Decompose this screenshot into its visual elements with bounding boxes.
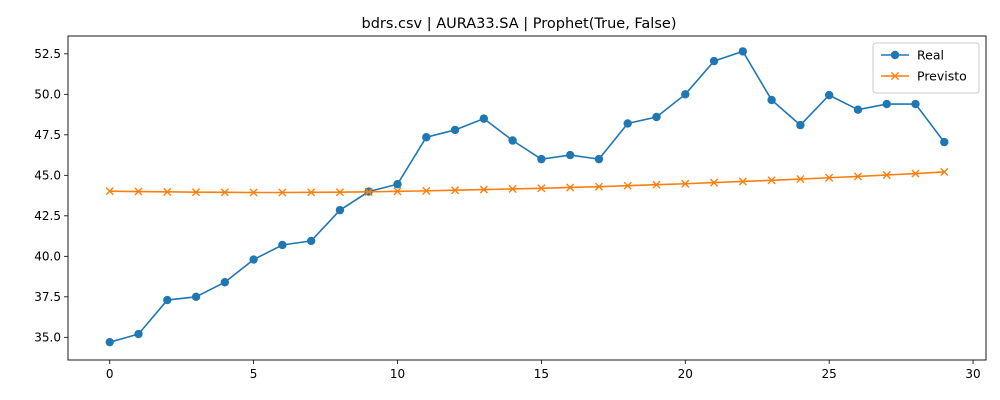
data-point-previsto — [278, 188, 287, 197]
data-point-previsto — [853, 172, 863, 181]
data-point-real — [681, 90, 690, 99]
data-point-real — [191, 292, 201, 302]
data-point-previsto — [105, 187, 114, 196]
data-point-real — [537, 154, 546, 164]
chart-title: bdrs.csv | AURA33.SA | Prophet(True, Fal… — [362, 16, 677, 32]
legend: Real Previsto — [872, 42, 980, 94]
y-tick-label: 42.5 — [34, 209, 61, 223]
data-point-previsto — [652, 180, 661, 189]
data-point-real — [853, 105, 863, 114]
data-point-real — [335, 205, 345, 215]
x-tick-label: 10 — [390, 367, 405, 381]
data-point-real — [134, 329, 143, 339]
y-tick-label: 50.0 — [34, 87, 61, 101]
data-point-real — [393, 180, 402, 189]
data-point-previsto — [134, 187, 143, 196]
data-point-previsto — [450, 186, 460, 195]
data-point-previsto — [767, 176, 776, 185]
axes-frame — [67, 35, 987, 361]
data-point-previsto — [249, 188, 258, 197]
data-point-previsto — [307, 188, 316, 197]
data-point-previsto — [191, 188, 201, 197]
data-point-real — [911, 99, 920, 109]
data-point-previsto — [594, 182, 604, 191]
data-point-real — [565, 150, 575, 160]
data-point-real — [824, 90, 834, 100]
x-tick-label: 25 — [822, 367, 837, 381]
data-point-previsto — [479, 185, 488, 194]
data-point-previsto — [623, 181, 632, 190]
legend-label-previsto: Previsto — [917, 69, 967, 84]
data-point-real — [738, 47, 748, 56]
data-point-real — [278, 240, 287, 250]
data-point-previsto — [911, 169, 920, 178]
data-point-previsto — [796, 174, 805, 184]
data-point-previsto — [335, 188, 345, 197]
data-point-real — [882, 99, 891, 109]
data-point-real — [623, 119, 632, 128]
data-point-real — [594, 154, 604, 164]
data-point-real — [767, 95, 776, 105]
data-point-previsto — [163, 187, 172, 196]
y-tick-label: 47.5 — [34, 128, 61, 142]
legend-marker-real — [890, 50, 900, 60]
data-point-previsto — [422, 186, 431, 195]
data-point-real — [652, 112, 661, 122]
series-line-previsto — [109, 171, 945, 194]
data-point-real — [105, 337, 114, 347]
data-point-previsto — [825, 173, 834, 182]
data-point-previsto — [508, 184, 517, 194]
x-axis: 0 5 10 15 20 25 30 — [106, 360, 981, 381]
data-point-real — [163, 295, 172, 305]
data-point-real — [508, 136, 517, 145]
y-axis: 35.0 37.5 40.0 42.5 45.0 47.5 50.0 52.5 — [34, 47, 68, 344]
data-point-real — [709, 56, 719, 66]
data-point-real — [306, 236, 316, 246]
legend-label-real: Real — [917, 48, 944, 63]
series-line-real — [109, 50, 945, 343]
data-point-real — [220, 278, 230, 287]
data-point-previsto — [882, 170, 891, 180]
y-tick-label: 37.5 — [34, 290, 61, 304]
x-tick-label: 20 — [678, 367, 693, 381]
data-point-previsto — [393, 187, 402, 196]
data-point-previsto — [681, 179, 690, 188]
plot-area — [105, 47, 949, 347]
data-point-previsto — [364, 187, 373, 196]
data-point-real — [422, 133, 431, 142]
legend-marker-previsto — [890, 71, 900, 81]
x-tick-label: 5 — [250, 367, 258, 381]
data-point-real — [450, 125, 460, 135]
data-point-previsto — [537, 184, 546, 193]
data-point-previsto — [738, 177, 747, 186]
y-tick-label: 35.0 — [34, 330, 61, 344]
data-point-previsto — [709, 178, 719, 187]
data-point-real — [479, 114, 489, 123]
x-tick-label: 15 — [534, 367, 549, 381]
x-tick-label: 30 — [965, 367, 980, 381]
x-tick-label: 0 — [106, 367, 114, 381]
y-tick-label: 45.0 — [34, 168, 61, 182]
data-point-real — [249, 255, 258, 264]
data-point-previsto — [220, 188, 229, 197]
y-tick-label: 52.5 — [34, 47, 61, 61]
data-point-real — [940, 137, 949, 147]
y-tick-label: 40.0 — [34, 249, 61, 263]
data-point-previsto — [940, 167, 949, 177]
data-point-previsto — [566, 183, 575, 192]
data-point-real — [796, 120, 805, 130]
